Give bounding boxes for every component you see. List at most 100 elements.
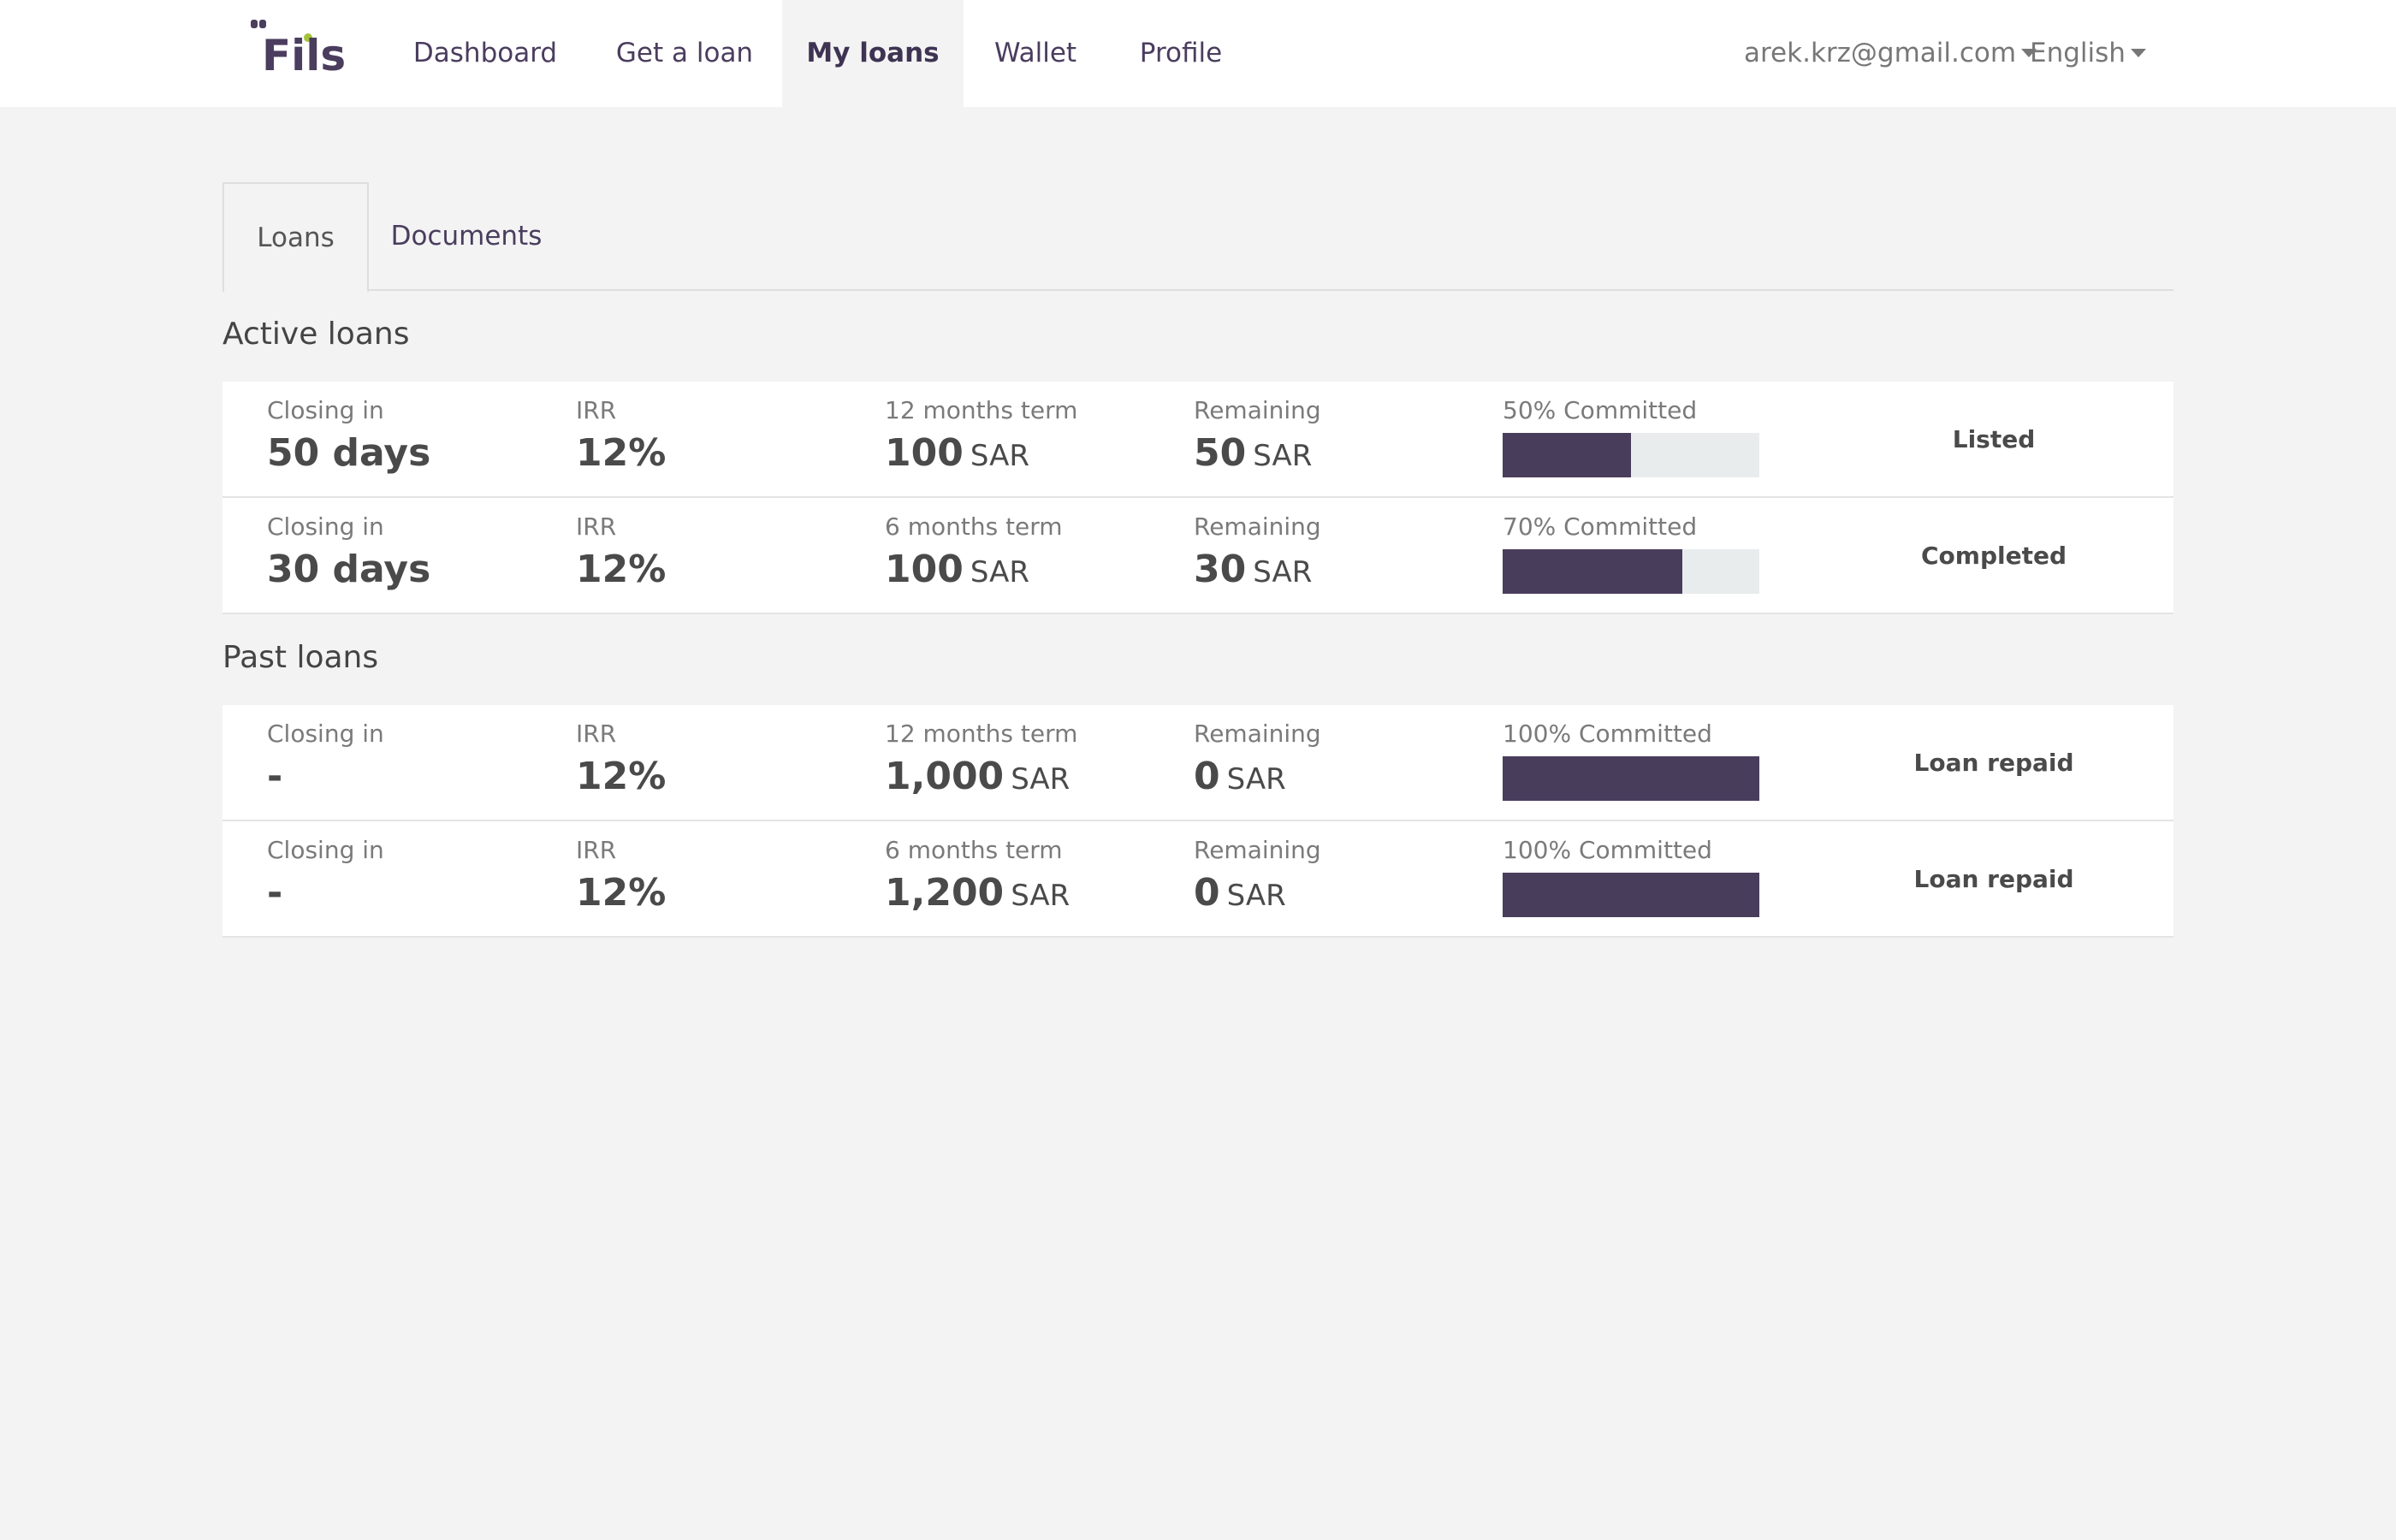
committed-progress-fill xyxy=(1503,433,1631,477)
nav-my-loans[interactable]: My loans xyxy=(782,0,964,107)
amount-value: 100 SAR xyxy=(885,542,1063,597)
committed-col: 100% Committed xyxy=(1503,835,1759,917)
tab-loans[interactable]: Loans xyxy=(222,182,369,293)
amount-number: 1,200 xyxy=(885,871,1005,915)
irr-label: IRR xyxy=(576,836,617,864)
past-loans-list: Closing in - IRR 12% 12 months term 1,00… xyxy=(222,705,2174,938)
closing-label: Closing in xyxy=(267,512,384,541)
remaining-number: 50 xyxy=(1194,431,1247,475)
language-caret-icon xyxy=(2130,48,2146,57)
currency-unit: SAR xyxy=(970,555,1029,589)
amount-number: 1,000 xyxy=(885,755,1005,798)
currency-unit: SAR xyxy=(1011,879,1070,913)
committed-progress-bar xyxy=(1503,756,1759,801)
irr-label: IRR xyxy=(576,720,617,748)
remaining-value: 50 SAR xyxy=(1194,426,1321,481)
loan-status: Loan repaid xyxy=(1913,865,2074,893)
amount-value: 1,200 SAR xyxy=(885,866,1070,921)
term-col: 12 months term 100 SAR xyxy=(885,395,1077,481)
closing-col: Closing in 50 days xyxy=(267,395,430,481)
irr-label: IRR xyxy=(576,512,617,541)
loan-status: Loan repaid xyxy=(1913,749,2074,777)
currency-unit: SAR xyxy=(1226,762,1286,797)
remaining-col: Remaining 30 SAR xyxy=(1194,512,1321,597)
remaining-col: Remaining 0 SAR xyxy=(1194,835,1321,921)
committed-label: 50% Committed xyxy=(1503,396,1698,424)
committed-label: 100% Committed xyxy=(1503,720,1712,748)
remaining-value: 30 SAR xyxy=(1194,542,1321,597)
currency-unit: SAR xyxy=(1253,555,1313,589)
irr-value: 12% xyxy=(576,871,667,915)
nav-wallet[interactable]: Wallet xyxy=(993,38,1077,68)
remaining-label: Remaining xyxy=(1194,720,1321,748)
remaining-label: Remaining xyxy=(1194,396,1321,424)
loan-tabs: Loans Documents xyxy=(222,182,2174,293)
term-label: 6 months term xyxy=(885,512,1063,541)
tab-documents[interactable]: Documents xyxy=(390,221,543,252)
amount-number: 100 xyxy=(885,548,964,591)
committed-progress-fill xyxy=(1503,549,1682,594)
term-col: 6 months term 100 SAR xyxy=(885,512,1063,597)
committed-progress-fill xyxy=(1503,873,1759,917)
closing-value: 50 days xyxy=(267,431,431,475)
active-loans-title: Active loans xyxy=(222,317,410,352)
irr-col: IRR 12% xyxy=(576,835,666,921)
currency-unit: SAR xyxy=(1011,762,1070,797)
remaining-number: 30 xyxy=(1194,548,1247,591)
term-label: 12 months term xyxy=(885,396,1078,424)
past-loans-title: Past loans xyxy=(222,640,379,675)
closing-col: Closing in - xyxy=(267,835,384,921)
language-dropdown[interactable]: English xyxy=(2030,0,2146,107)
term-col: 6 months term 1,200 SAR xyxy=(885,835,1070,921)
closing-value: - xyxy=(267,755,283,798)
committed-col: 100% Committed xyxy=(1503,719,1759,801)
top-navbar: Fils Dashboard Get a loan My loans Walle… xyxy=(0,0,2396,107)
committed-progress-bar xyxy=(1503,433,1759,477)
irr-label: IRR xyxy=(576,396,617,424)
remaining-col: Remaining 0 SAR xyxy=(1194,719,1321,804)
committed-label: 100% Committed xyxy=(1503,836,1712,864)
loan-row[interactable]: Closing in - IRR 12% 12 months term 1,00… xyxy=(222,705,2174,821)
nav-profile[interactable]: Profile xyxy=(1139,38,1223,68)
active-loans-list: Closing in 50 days IRR 12% 12 months ter… xyxy=(222,382,2174,614)
term-col: 12 months term 1,000 SAR xyxy=(885,719,1077,804)
loan-row[interactable]: Closing in - IRR 12% 6 months term 1,200… xyxy=(222,821,2174,938)
amount-value: 1,000 SAR xyxy=(885,749,1077,804)
loan-row[interactable]: Closing in 30 days IRR 12% 6 months term… xyxy=(222,498,2174,614)
currency-unit: SAR xyxy=(1226,879,1286,913)
loan-status: Listed xyxy=(1952,425,2036,453)
closing-label: Closing in xyxy=(267,836,384,864)
term-label: 12 months term xyxy=(885,720,1078,748)
currency-unit: SAR xyxy=(1253,439,1313,473)
irr-col: IRR 12% xyxy=(576,719,666,804)
committed-progress-fill xyxy=(1503,756,1759,801)
loan-status: Completed xyxy=(1920,542,2067,570)
remaining-label: Remaining xyxy=(1194,836,1321,864)
user-menu-dropdown[interactable]: arek.krz@gmail.com xyxy=(1744,0,2037,107)
loan-row[interactable]: Closing in 50 days IRR 12% 12 months ter… xyxy=(222,382,2174,498)
remaining-number: 0 xyxy=(1194,871,1220,915)
language-label: English xyxy=(2030,38,2126,68)
irr-value: 12% xyxy=(576,548,667,591)
closing-value: - xyxy=(267,871,283,915)
remaining-value: 0 SAR xyxy=(1194,749,1321,804)
amount-value: 100 SAR xyxy=(885,426,1077,481)
nav-dashboard[interactable]: Dashboard xyxy=(412,38,558,68)
fils-logo[interactable]: Fils xyxy=(246,17,362,77)
currency-unit: SAR xyxy=(970,439,1029,473)
user-email: arek.krz@gmail.com xyxy=(1744,38,2017,68)
user-menu-caret-icon xyxy=(2021,48,2037,57)
remaining-value: 0 SAR xyxy=(1194,866,1321,921)
committed-col: 70% Committed xyxy=(1503,512,1759,594)
logo-text: Fils xyxy=(262,31,346,77)
remaining-number: 0 xyxy=(1194,755,1220,798)
committed-progress-bar xyxy=(1503,549,1759,594)
nav-get-a-loan[interactable]: Get a loan xyxy=(615,38,754,68)
closing-label: Closing in xyxy=(267,720,384,748)
irr-col: IRR 12% xyxy=(576,395,666,481)
committed-progress-bar xyxy=(1503,873,1759,917)
closing-value: 30 days xyxy=(267,548,431,591)
remaining-col: Remaining 50 SAR xyxy=(1194,395,1321,481)
irr-value: 12% xyxy=(576,755,667,798)
closing-col: Closing in 30 days xyxy=(267,512,430,597)
